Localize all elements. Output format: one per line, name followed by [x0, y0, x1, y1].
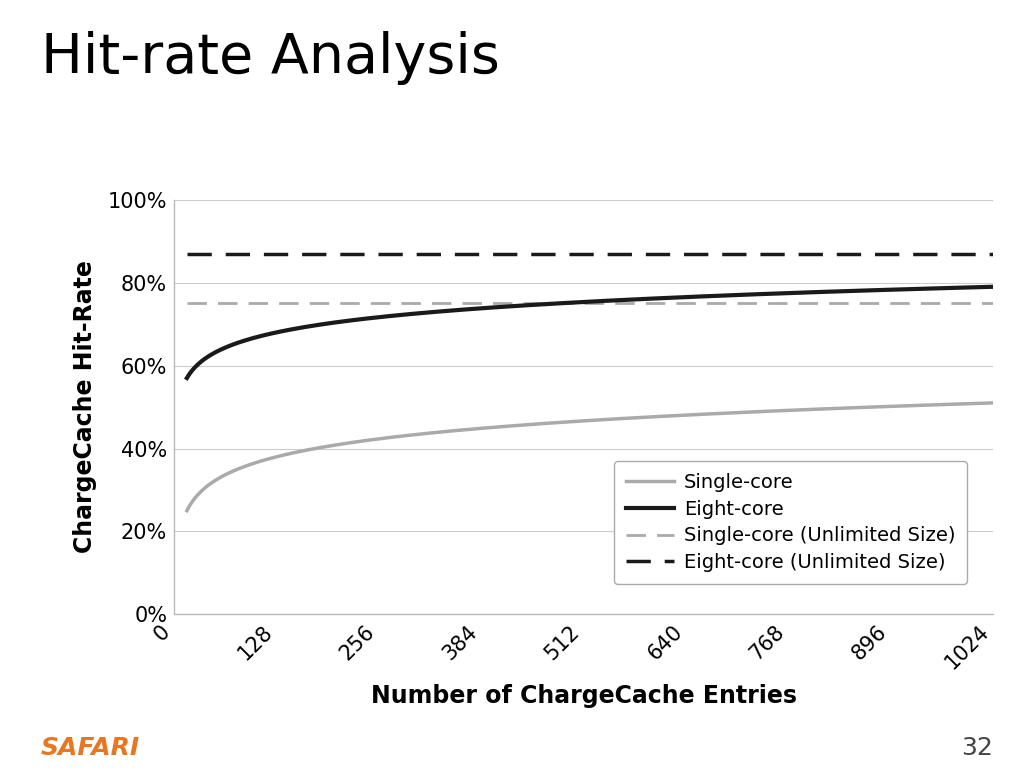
Text: SAFARI: SAFARI — [41, 737, 140, 760]
Y-axis label: ChargeCache Hit-Rate: ChargeCache Hit-Rate — [73, 260, 96, 554]
X-axis label: Number of ChargeCache Entries: Number of ChargeCache Entries — [371, 684, 797, 708]
Text: Hit-rate Analysis: Hit-rate Analysis — [41, 31, 500, 84]
Text: 32: 32 — [962, 737, 993, 760]
Legend: Single-core, Eight-core, Single-core (Unlimited Size), Eight-core (Unlimited Siz: Single-core, Eight-core, Single-core (Un… — [614, 462, 968, 584]
